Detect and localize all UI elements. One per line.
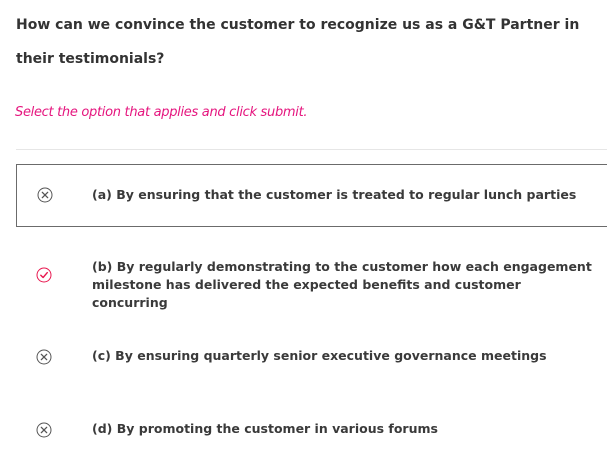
option-a-label: (a) By ensuring that the customer is tre… <box>92 187 577 202</box>
check-circle-icon <box>36 267 52 283</box>
question-text: How can we convince the customer to reco… <box>16 17 580 67</box>
option-b-label: (b) By regularly demonstrating to the cu… <box>92 259 592 310</box>
instruction-text: Select the option that applies and click… <box>15 105 308 120</box>
cross-circle-icon <box>36 349 52 365</box>
option-c[interactable]: (c) By ensuring quarterly senior executi… <box>16 339 607 375</box>
cross-circle-icon <box>36 422 52 438</box>
cross-circle-icon <box>37 187 53 203</box>
option-d[interactable]: (d) By promoting the customer in various… <box>16 411 607 447</box>
option-d-label: (d) By promoting the customer in various… <box>92 421 438 436</box>
divider <box>16 149 607 150</box>
option-b[interactable]: (b) By regularly demonstrating to the cu… <box>16 249 607 310</box>
option-c-label: (c) By ensuring quarterly senior executi… <box>92 348 547 363</box>
option-a[interactable]: (a) By ensuring that the customer is tre… <box>16 164 607 227</box>
